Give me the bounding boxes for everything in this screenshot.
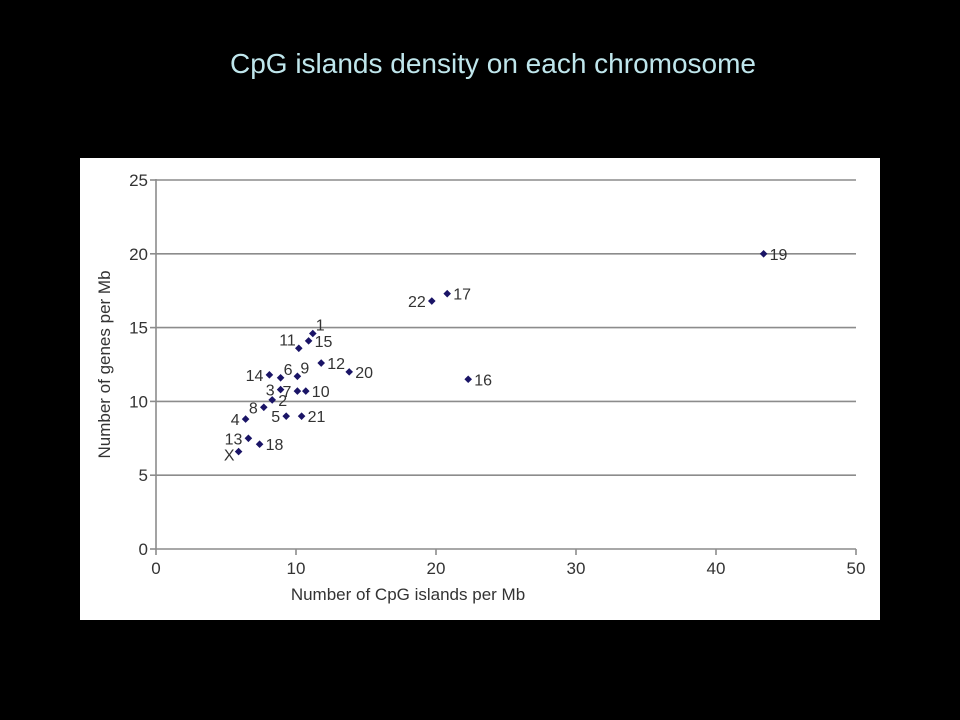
scatter-chart-panel: 0 5 10 15 20 25 0 10 20 30 40 50 1 2 3 4 5 6 7 8 9 10 11 12 13 1… (80, 158, 880, 620)
data-point (282, 412, 290, 420)
data-point (464, 375, 472, 384)
point-label: 10 (312, 384, 330, 401)
data-point (265, 371, 274, 379)
point-label: 2 (278, 393, 287, 410)
point-label: 18 (266, 437, 284, 454)
y-tick-label: 5 (139, 466, 148, 485)
data-point (428, 297, 436, 305)
x-tick-label: 40 (707, 559, 726, 578)
data-point (293, 372, 302, 381)
point-label: 13 (225, 431, 243, 448)
y-tick-label: 15 (129, 319, 148, 338)
point-label: 22 (408, 294, 426, 311)
point-label: X (224, 448, 235, 465)
data-point (293, 387, 302, 395)
data-point (268, 396, 276, 404)
x-axis-label: Number of CpG islands per Mb (291, 585, 525, 604)
point-label: 17 (453, 287, 471, 304)
point-label: 11 (279, 332, 296, 349)
data-point (297, 412, 306, 420)
y-tick-label: 0 (139, 540, 148, 559)
point-label: 6 (284, 362, 293, 379)
data-point (302, 387, 310, 395)
x-tick-label: 30 (567, 559, 586, 578)
point-label: 15 (315, 334, 333, 351)
gridlines (156, 179, 856, 477)
data-point (244, 434, 253, 443)
point-label: 1 (316, 318, 325, 335)
data-point (317, 359, 325, 367)
y-tick-label: 10 (129, 392, 148, 411)
data-point (345, 368, 353, 376)
point-label: 19 (770, 247, 788, 264)
slide-title: CpG islands density on each chromosome (229, 48, 757, 79)
y-tick-label: 20 (129, 245, 148, 264)
data-point (295, 344, 303, 353)
x-tick-label: 50 (847, 559, 866, 578)
data-point (260, 403, 268, 412)
point-label: 4 (231, 412, 240, 429)
point-label: 20 (355, 365, 373, 382)
point-label: 8 (249, 400, 258, 417)
data-point (234, 447, 243, 456)
data-point (304, 337, 313, 345)
y-axis-label: Number of genes per Mb (95, 270, 114, 458)
point-label: 12 (327, 356, 345, 373)
x-tick-label: 10 (287, 559, 306, 578)
x-tick-label: 0 (151, 559, 160, 578)
point-label: 9 (300, 360, 309, 377)
data-point (309, 329, 317, 338)
y-tick-label: 25 (129, 171, 148, 190)
point-label: 16 (474, 372, 492, 389)
point-label: 3 (266, 383, 275, 400)
point-label: 7 (282, 384, 291, 401)
data-point (759, 250, 768, 258)
axes (150, 179, 857, 555)
data-point (276, 385, 285, 394)
data-point (241, 415, 250, 423)
point-label: 14 (246, 368, 264, 385)
data-point (255, 440, 264, 449)
data-point (443, 289, 451, 298)
x-tick-label: 20 (427, 559, 446, 578)
data-point (276, 373, 285, 382)
point-label: 5 (271, 409, 280, 426)
point-label: 21 (308, 409, 326, 426)
